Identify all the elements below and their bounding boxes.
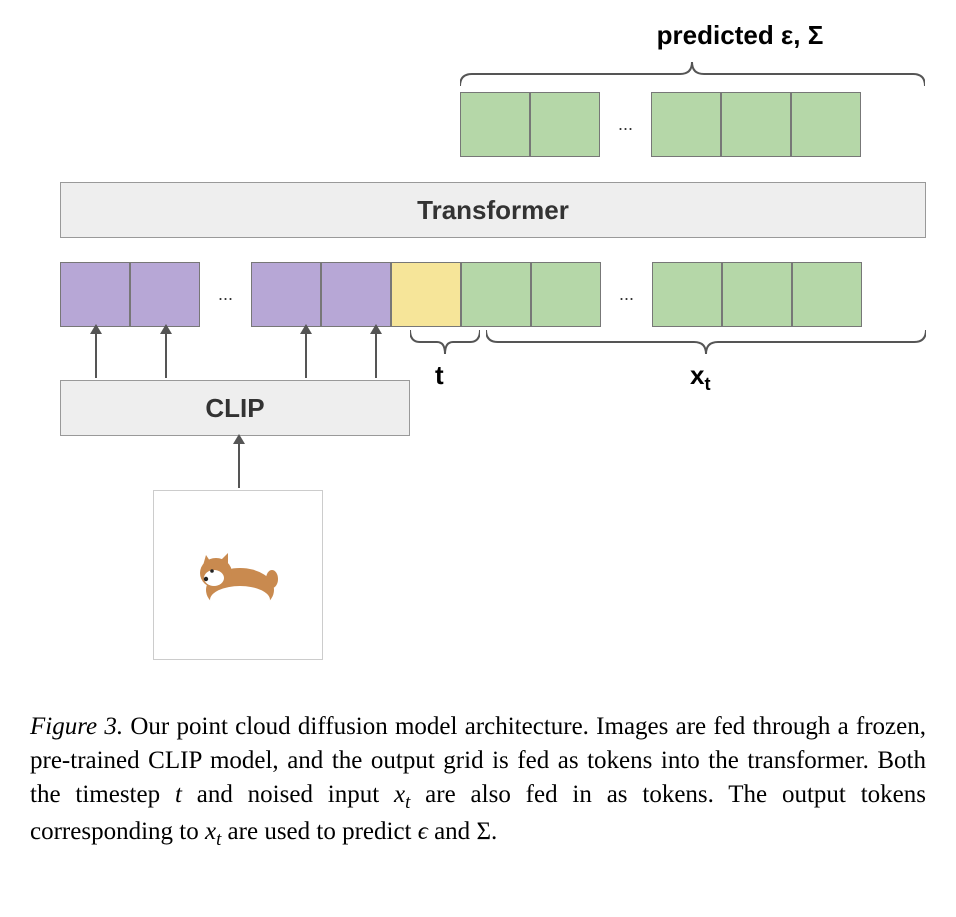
xt-token	[722, 262, 792, 327]
timestep-token	[391, 262, 461, 327]
caption-xt-x: x	[394, 781, 405, 808]
input-token-row: ... ...	[60, 262, 862, 327]
xt-token	[792, 262, 862, 327]
transformer-block: Transformer	[60, 182, 926, 238]
arrow-image-to-clip	[238, 442, 240, 488]
brace-top	[460, 56, 925, 86]
ellipsis: ...	[600, 114, 651, 135]
xt-label-x: x	[690, 360, 704, 390]
output-label: predicted ε, Σ	[590, 20, 890, 51]
caption-text-5: and	[428, 818, 477, 845]
clip-label: CLIP	[205, 393, 264, 424]
figure-number: Figure 3.	[30, 713, 123, 740]
input-image	[153, 490, 323, 660]
output-token	[651, 92, 721, 157]
arrow-clip-to-token	[165, 332, 167, 378]
clip-block: CLIP	[60, 380, 410, 436]
xt-token	[461, 262, 531, 327]
clip-token	[60, 262, 130, 327]
corgi-icon	[178, 515, 298, 635]
xt-label-sub: t	[704, 374, 710, 394]
output-token	[791, 92, 861, 157]
caption-text-6: .	[491, 818, 497, 845]
output-token	[721, 92, 791, 157]
arrow-clip-to-token	[95, 332, 97, 378]
xt-label: xt	[690, 360, 711, 395]
output-token-row: ...	[460, 92, 861, 157]
figure-caption: Figure 3. Our point cloud diffusion mode…	[30, 710, 926, 852]
clip-token	[251, 262, 321, 327]
ellipsis: ...	[200, 284, 251, 305]
caption-t: t	[175, 781, 182, 808]
xt-token	[531, 262, 601, 327]
clip-token	[321, 262, 391, 327]
output-token	[460, 92, 530, 157]
transformer-label: Transformer	[417, 195, 569, 226]
caption-eps: ϵ	[418, 818, 428, 845]
architecture-diagram: predicted ε, Σ ... Transformer ... ...	[30, 20, 926, 700]
t-label: t	[435, 360, 444, 391]
caption-xt2-x: x	[205, 818, 216, 845]
ellipsis: ...	[601, 284, 652, 305]
arrow-clip-to-token	[375, 332, 377, 378]
clip-token	[130, 262, 200, 327]
caption-text-2: and noised input	[182, 781, 394, 808]
caption-sigma: Σ	[476, 818, 491, 845]
caption-text-4: are used to predict	[221, 818, 417, 845]
brace-xt	[486, 330, 926, 360]
arrow-clip-to-token	[305, 332, 307, 378]
xt-token	[652, 262, 722, 327]
output-token	[530, 92, 600, 157]
brace-t	[410, 330, 480, 360]
